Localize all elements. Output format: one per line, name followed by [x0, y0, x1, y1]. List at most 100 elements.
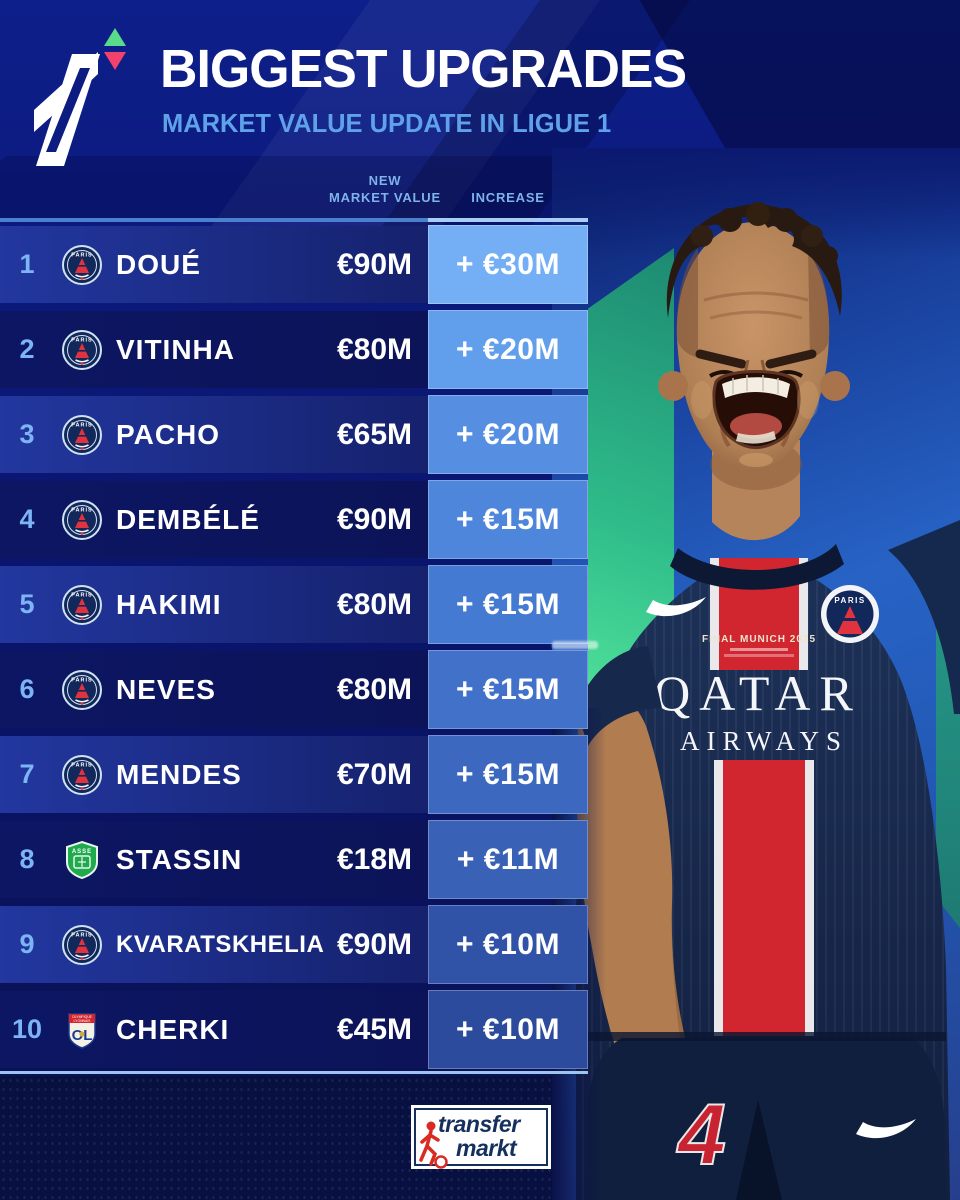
column-header-new-market-value: NEW MARKET VALUE	[300, 172, 470, 206]
player-name: CHERKI	[116, 1014, 230, 1045]
new-market-value: €90M	[336, 503, 412, 536]
rank-number: 4	[19, 504, 35, 534]
rank-number: 3	[19, 419, 35, 449]
psg-club-badge-icon: PARIS	[62, 415, 102, 455]
svg-text:PARIS: PARIS	[71, 423, 92, 429]
increase-value: + €15M	[428, 565, 588, 644]
up-triangle-icon	[104, 28, 126, 46]
psg-crest-icon: PARIS	[821, 585, 879, 643]
watermark-smudge	[552, 641, 598, 649]
new-market-value: €70M	[336, 758, 412, 791]
psg-club-badge-icon: PARIS	[62, 925, 102, 965]
player-name: DOUÉ	[116, 249, 201, 280]
sponsor-line2: AIRWAYS	[680, 726, 848, 756]
svg-text:PARIS: PARIS	[71, 593, 92, 599]
player-name: VITINHA	[116, 334, 235, 365]
psg-club-badge-icon: PARIS	[62, 330, 102, 370]
rank-number: 2	[19, 334, 35, 364]
svg-text:PARIS: PARIS	[71, 763, 92, 769]
increase-value: + €15M	[428, 650, 588, 729]
rank-number: 10	[11, 1014, 43, 1044]
rank-number: 9	[19, 929, 35, 959]
table-bottom-accent	[0, 1071, 588, 1074]
right-sleeve	[888, 520, 960, 714]
new-market-value: €90M	[336, 248, 412, 281]
nike-swoosh-icon	[646, 597, 706, 617]
table-row: 10 OLYMPIQUELYONNAISOL CHERKI €45M + €10M	[0, 990, 588, 1069]
psg-club-badge-icon: PARIS	[62, 755, 102, 795]
player-head	[658, 202, 850, 471]
transfermarkt-player-icon	[419, 1121, 448, 1169]
player-name: KVARATSKHELIA	[116, 931, 325, 958]
svg-text:LYONNAIS: LYONNAIS	[74, 1019, 92, 1023]
table-row: 5 PARIS HAKIMI €80M + €15M	[0, 565, 588, 644]
asse-club-badge-icon: ASSE	[62, 840, 102, 880]
table-row: 1 PARIS DOUÉ €90M + €30M	[0, 225, 588, 304]
increase-value: + €10M	[428, 990, 588, 1069]
svg-text:OLYMPIQUE: OLYMPIQUE	[72, 1015, 93, 1019]
table-row: 7 PARIS MENDES €70M + €15M	[0, 735, 588, 814]
new-market-value: €80M	[336, 333, 412, 366]
table-row: 3 PARIS PACHO €65M + €20M	[0, 395, 588, 474]
new-market-value: €18M	[336, 843, 412, 876]
svg-text:PARIS: PARIS	[71, 678, 92, 684]
rank-number: 5	[19, 589, 35, 619]
rank-number: 6	[19, 674, 35, 704]
new-market-value: €45M	[336, 1013, 412, 1046]
table-row: 9 PARIS KVARATSKHELIA €90M + €10M	[0, 905, 588, 984]
rank-number: 7	[19, 759, 35, 789]
column-header-line2: MARKET VALUE	[329, 190, 441, 205]
increase-value: + €20M	[428, 310, 588, 389]
page-subtitle: MARKET VALUE UPDATE IN LIGUE 1	[162, 108, 612, 138]
increase-value: + €20M	[428, 395, 588, 474]
header: BIGGEST UPGRADES MARKET VALUE UPDATE IN …	[0, 0, 960, 170]
table-top-accent-light	[428, 218, 588, 222]
column-header-line1: NEW	[368, 173, 402, 188]
new-market-value: €90M	[336, 928, 412, 961]
increase-value: + €10M	[428, 905, 588, 984]
increase-value: + €11M	[428, 820, 588, 899]
player-illustration: FINAL MUNICH 2025 QATAR AIRWAYS PARIS	[576, 202, 960, 1200]
svg-text:PARIS: PARIS	[71, 253, 92, 259]
table-row: 8 ASSE STASSIN €18M + €11M	[0, 820, 588, 899]
column-headers: NEW MARKET VALUE INCREASE	[0, 172, 588, 216]
player-photo: FINAL MUNICH 2025 QATAR AIRWAYS PARIS	[552, 148, 960, 1200]
player-name: NEVES	[116, 674, 216, 705]
table-row: 4 PARIS DEMBÉLÉ €90M + €15M	[0, 480, 588, 559]
transfermarkt-logo-line2: markt	[456, 1135, 517, 1161]
table-row: 6 PARIS NEVES €80M + €15M	[0, 650, 588, 729]
svg-text:ASSE: ASSE	[72, 849, 92, 855]
table-row: 2 PARIS VITINHA €80M + €20M	[0, 310, 588, 389]
increase-value: + €30M	[428, 225, 588, 304]
down-triangle-icon	[104, 52, 126, 70]
player-name: HAKIMI	[116, 589, 222, 620]
player-name: PACHO	[116, 419, 221, 450]
increase-value: + €15M	[428, 735, 588, 814]
sponsor-line1: QATAR	[654, 665, 862, 721]
stripe-text: FINAL MUNICH 2025	[702, 634, 816, 645]
rank-number: 1	[19, 249, 35, 279]
column-header-increase: INCREASE	[471, 190, 545, 205]
psg-club-badge-icon: PARIS	[62, 245, 102, 285]
nike-swoosh-shorts-icon	[856, 1119, 916, 1139]
table-top-accent	[0, 218, 428, 222]
transfermarkt-market-value-logo	[34, 28, 126, 166]
new-market-value: €80M	[336, 588, 412, 621]
transfermarkt-logo: transfer markt	[414, 1108, 548, 1169]
player-name: MENDES	[116, 759, 242, 790]
player-name: STASSIN	[116, 844, 243, 875]
psg-club-badge-icon: PARIS	[62, 585, 102, 625]
rank-number: 8	[19, 844, 35, 874]
svg-text:PARIS: PARIS	[71, 933, 92, 939]
player-shorts: 4	[588, 1032, 946, 1200]
new-market-value: €80M	[336, 673, 412, 706]
player-name: DEMBÉLÉ	[116, 504, 260, 535]
ol-club-badge-icon: OLYMPIQUELYONNAISOL	[62, 1010, 102, 1050]
psg-club-badge-icon: PARIS	[62, 500, 102, 540]
shorts-number: 4	[676, 1087, 726, 1183]
svg-text:PARIS: PARIS	[71, 508, 92, 514]
page-title: BIGGEST UPGRADES	[160, 39, 687, 99]
psg-club-badge-icon: PARIS	[62, 670, 102, 710]
table-rows: 1 PARIS DOUÉ €90M + €30M 2 PARIS VITINHA €80M + €…	[0, 225, 588, 1076]
